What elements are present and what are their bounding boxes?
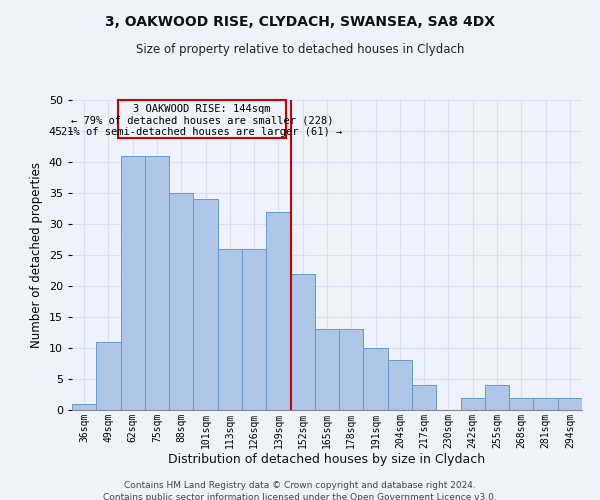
Bar <box>242 249 266 410</box>
Bar <box>72 404 96 410</box>
Bar <box>461 398 485 410</box>
Y-axis label: Number of detached properties: Number of detached properties <box>30 162 43 348</box>
Text: Contains public sector information licensed under the Open Government Licence v3: Contains public sector information licen… <box>103 492 497 500</box>
Bar <box>509 398 533 410</box>
Bar <box>96 342 121 410</box>
Text: Distribution of detached houses by size in Clydach: Distribution of detached houses by size … <box>169 452 485 466</box>
Bar <box>339 330 364 410</box>
Bar <box>193 199 218 410</box>
Text: Size of property relative to detached houses in Clydach: Size of property relative to detached ho… <box>136 42 464 56</box>
Bar <box>266 212 290 410</box>
Text: Contains HM Land Registry data © Crown copyright and database right 2024.: Contains HM Land Registry data © Crown c… <box>124 481 476 490</box>
Bar <box>315 330 339 410</box>
Bar <box>364 348 388 410</box>
Bar <box>412 385 436 410</box>
Bar <box>145 156 169 410</box>
Text: 3 OAKWOOD RISE: 144sqm: 3 OAKWOOD RISE: 144sqm <box>133 104 271 115</box>
FancyBboxPatch shape <box>118 100 286 138</box>
Text: 3, OAKWOOD RISE, CLYDACH, SWANSEA, SA8 4DX: 3, OAKWOOD RISE, CLYDACH, SWANSEA, SA8 4… <box>105 15 495 29</box>
Bar <box>485 385 509 410</box>
Bar <box>290 274 315 410</box>
Bar <box>121 156 145 410</box>
Bar <box>169 193 193 410</box>
Bar <box>388 360 412 410</box>
Bar <box>533 398 558 410</box>
Text: ← 79% of detached houses are smaller (228): ← 79% of detached houses are smaller (22… <box>71 116 333 126</box>
Bar <box>558 398 582 410</box>
Bar <box>218 249 242 410</box>
Text: 21% of semi-detached houses are larger (61) →: 21% of semi-detached houses are larger (… <box>61 126 343 136</box>
